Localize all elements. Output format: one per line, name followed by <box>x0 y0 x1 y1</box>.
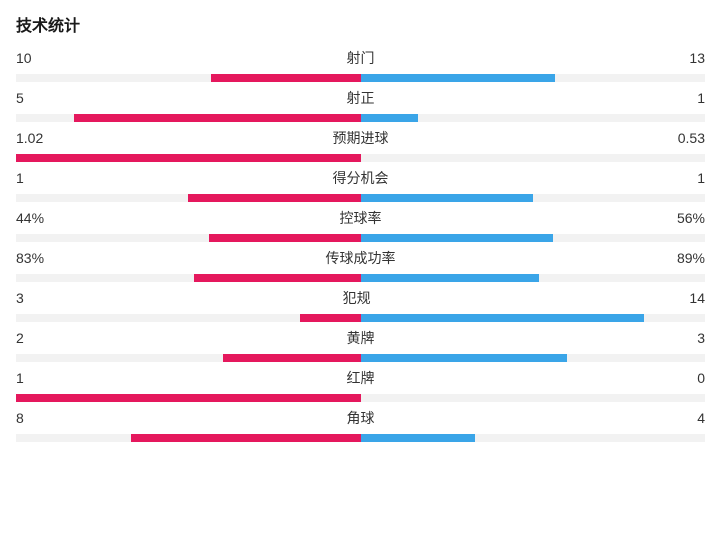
stat-bar-left <box>74 114 361 122</box>
stat-name: 传球成功率 <box>44 248 677 268</box>
stat-row: 44%控球率56% <box>16 208 705 242</box>
stat-row: 1得分机会1 <box>16 168 705 202</box>
stat-bar-track <box>16 354 705 362</box>
stat-bar-left <box>188 194 360 202</box>
stat-bar-right <box>361 74 556 82</box>
stat-bar-left <box>194 274 360 282</box>
stat-labels: 10射门13 <box>16 48 705 68</box>
stat-left-value: 2 <box>16 330 24 346</box>
stat-labels: 44%控球率56% <box>16 208 705 228</box>
stat-bar-left <box>300 314 361 322</box>
stat-bar-left <box>16 154 361 162</box>
stat-right-value: 0 <box>697 370 705 386</box>
stat-row: 3犯规14 <box>16 288 705 322</box>
stat-name: 预期进球 <box>43 128 678 148</box>
stat-labels: 1红牌0 <box>16 368 705 388</box>
stat-row: 2黄牌3 <box>16 328 705 362</box>
stat-labels: 1得分机会1 <box>16 168 705 188</box>
stat-right-value: 3 <box>697 330 705 346</box>
stat-bar-right <box>361 234 554 242</box>
stat-labels: 83%传球成功率89% <box>16 248 705 268</box>
stat-left-value: 44% <box>16 210 44 226</box>
stat-right-value: 56% <box>677 210 705 226</box>
stat-bar-right <box>361 194 533 202</box>
section-title: 技术统计 <box>16 12 705 36</box>
stat-bar-right <box>361 114 419 122</box>
stat-bar-left <box>16 394 361 402</box>
stat-bar-track <box>16 274 705 282</box>
stat-right-value: 89% <box>677 250 705 266</box>
stat-row: 1红牌0 <box>16 368 705 402</box>
stat-bar-left <box>209 234 361 242</box>
stat-bar-left <box>223 354 361 362</box>
stat-labels: 5射正1 <box>16 88 705 108</box>
stat-right-value: 13 <box>689 50 705 66</box>
stat-name: 得分机会 <box>24 168 697 188</box>
stat-row: 1.02预期进球0.53 <box>16 128 705 162</box>
stat-bar-right <box>361 434 476 442</box>
stat-row: 83%传球成功率89% <box>16 248 705 282</box>
stat-right-value: 0.53 <box>678 130 705 146</box>
stat-labels: 1.02预期进球0.53 <box>16 128 705 148</box>
stat-name: 犯规 <box>24 288 690 308</box>
stat-row: 10射门13 <box>16 48 705 82</box>
stat-bar-right <box>361 314 645 322</box>
stat-bar-track <box>16 154 705 162</box>
stat-left-value: 5 <box>16 90 24 106</box>
stat-name: 射正 <box>24 88 697 108</box>
stat-bar-track <box>16 194 705 202</box>
stats-container: 10射门135射正11.02预期进球0.531得分机会144%控球率56%83%… <box>16 48 705 442</box>
stat-bar-left <box>211 74 361 82</box>
stat-right-value: 1 <box>697 170 705 186</box>
stat-right-value: 1 <box>697 90 705 106</box>
stat-labels: 2黄牌3 <box>16 328 705 348</box>
stat-left-value: 83% <box>16 250 44 266</box>
stat-name: 红牌 <box>24 368 697 388</box>
stat-bar-track <box>16 74 705 82</box>
stat-bar-right <box>361 354 568 362</box>
stat-bar-right <box>361 274 539 282</box>
stat-left-value: 1.02 <box>16 130 43 146</box>
stat-left-value: 10 <box>16 50 32 66</box>
stat-row: 8角球4 <box>16 408 705 442</box>
stat-bar-track <box>16 394 705 402</box>
stat-labels: 8角球4 <box>16 408 705 428</box>
stat-bar-left <box>131 434 361 442</box>
stat-name: 角球 <box>24 408 697 428</box>
stat-left-value: 1 <box>16 370 24 386</box>
stat-bar-track <box>16 114 705 122</box>
stat-name: 射门 <box>32 48 690 68</box>
stat-right-value: 14 <box>689 290 705 306</box>
stat-bar-track <box>16 434 705 442</box>
stat-left-value: 1 <box>16 170 24 186</box>
stat-bar-track <box>16 314 705 322</box>
stat-row: 5射正1 <box>16 88 705 122</box>
stat-right-value: 4 <box>697 410 705 426</box>
stat-left-value: 3 <box>16 290 24 306</box>
stat-name: 控球率 <box>44 208 677 228</box>
stat-name: 黄牌 <box>24 328 697 348</box>
stat-left-value: 8 <box>16 410 24 426</box>
stat-bar-track <box>16 234 705 242</box>
stat-labels: 3犯规14 <box>16 288 705 308</box>
